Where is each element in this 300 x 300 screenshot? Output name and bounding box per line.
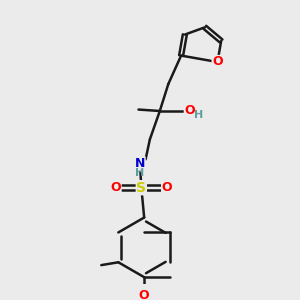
Text: N: N (135, 157, 145, 170)
Text: H: H (135, 169, 144, 178)
Text: O: O (212, 56, 223, 68)
Text: O: O (184, 104, 195, 118)
Text: S: S (136, 181, 146, 195)
Text: O: O (139, 289, 149, 300)
Text: H: H (194, 110, 203, 120)
Text: O: O (110, 181, 121, 194)
Text: O: O (162, 181, 172, 194)
